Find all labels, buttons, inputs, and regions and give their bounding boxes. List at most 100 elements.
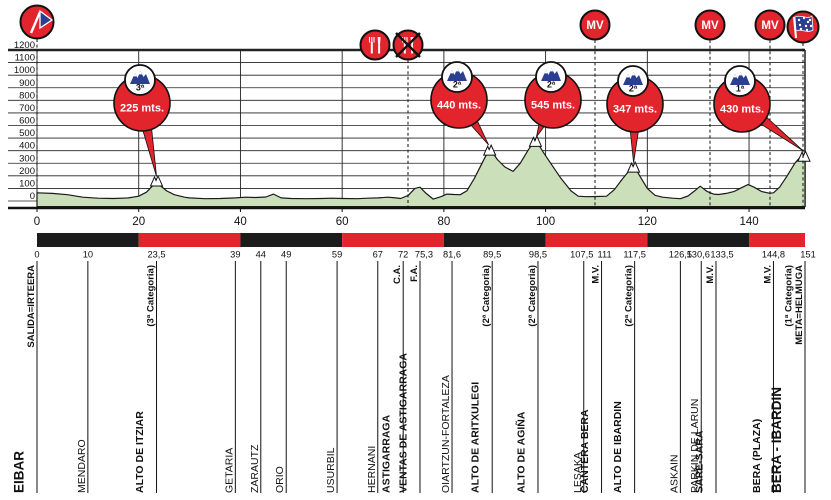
x-tick-label: 60: [336, 216, 349, 228]
location-sublabel: META=HELMUGA: [794, 265, 805, 345]
location-sublabel: M.V.: [705, 265, 716, 284]
feed-zone-icon: [359, 29, 391, 61]
km-label: 144,8: [762, 250, 785, 260]
y-tick-label: 100: [19, 178, 35, 189]
location-name: SARE-SARA: [693, 430, 705, 493]
x-tick-label: 100: [536, 216, 555, 228]
distance-bar-segment: [749, 233, 805, 247]
climb-balloon: 430 mts. 1ª: [713, 65, 804, 152]
location-name: HERNANI: [366, 446, 378, 493]
start-flag-icon: [19, 4, 55, 40]
x-tick-label: 140: [739, 216, 758, 228]
flag: [39, 9, 54, 30]
location-name: ALTO DE ITZIAR: [134, 411, 146, 493]
climb-balloon: 440 mts. 2ª: [430, 61, 490, 146]
location-name: USURBIL: [325, 447, 337, 493]
mv-label: MV: [761, 20, 779, 32]
location-name: EIBAR: [12, 451, 27, 493]
distance-bar-segment: [138, 233, 241, 247]
km-label: 49: [281, 250, 291, 260]
distance-bar-segment: [240, 233, 343, 247]
climb-balloon: 225 mts. 3ª: [113, 64, 171, 177]
location-name: ALTO DE AGIÑA: [514, 411, 527, 493]
distance-bar-segment: [647, 233, 750, 247]
location-sublabel: M.V.: [591, 265, 602, 284]
location-sublabel: (2ª Categoria): [481, 265, 492, 327]
location-name: ASKAIN: [668, 454, 680, 493]
flag-dot: [804, 24, 808, 28]
y-tick-label: 1000: [14, 65, 35, 76]
x-tick-label: 120: [638, 216, 657, 228]
location-sublabel: (3ª Categoria): [146, 265, 157, 327]
x-tick-label: 80: [437, 216, 450, 228]
flag-dot: [808, 18, 812, 22]
distance-bar-segment: [545, 233, 648, 247]
location-sublabel: C.A.: [392, 265, 403, 284]
climb-category-label: 1ª: [736, 84, 745, 94]
flag-dot: [802, 16, 806, 20]
km-label: 98,5: [529, 250, 547, 260]
snow-cap: [626, 72, 636, 78]
summit-marker: [797, 149, 811, 162]
x-tick-label: 20: [132, 216, 145, 228]
location-name: VENTAS DE ASTIGARRAGA: [397, 353, 409, 493]
y-tick-label: 500: [19, 128, 35, 139]
km-label: 67: [373, 250, 383, 260]
location-sublabel: SALIDA=IRTEERA: [26, 265, 37, 348]
location-name: LESAKA: [572, 452, 584, 493]
km-label: 39: [230, 250, 240, 260]
summit-marker: [149, 174, 164, 187]
snow-cap: [450, 68, 460, 74]
climb-elevation-label: 430 mts.: [720, 104, 764, 116]
km-label: 72: [398, 250, 408, 260]
location-name: MENDARO: [76, 439, 88, 493]
climb-category-label: 2ª: [453, 80, 462, 90]
km-label: 81,6: [443, 250, 461, 260]
distance-bar-segment: [443, 233, 546, 247]
feed-circle: [359, 29, 391, 61]
mv-icon: MV: [579, 9, 611, 41]
y-tick-label: 400: [19, 141, 35, 152]
mv-label: MV: [586, 20, 604, 32]
location-name: ASTIGARRAGA: [381, 414, 393, 493]
location-name: OIARTZUN-FORTALEZA: [440, 375, 452, 493]
y-tick-label: 0: [30, 191, 35, 202]
climb-elevation-label: 440 mts.: [437, 100, 481, 112]
mv-label: MV: [701, 20, 719, 32]
flag-pole: [29, 11, 42, 34]
cross-line: [395, 32, 421, 58]
y-tick-label: 300: [19, 153, 35, 164]
snow-cap: [544, 68, 554, 74]
feed-zone-end-icon: [392, 29, 424, 61]
location-sublabel: (2ª Categoria): [527, 265, 538, 327]
location-name: ALTO DE ARITXULEGI: [470, 382, 482, 493]
location-name: ALTO DE IBARDIN: [612, 401, 624, 493]
climb-category-label: 3ª: [136, 83, 145, 93]
flag-dot: [798, 23, 802, 27]
distance-bar-segment: [37, 233, 139, 247]
y-tick-label: 700: [19, 103, 35, 114]
summit-marker: [528, 135, 543, 147]
y-tick-label: 600: [19, 116, 35, 127]
y-tick-label: 1200: [14, 40, 35, 51]
distance-bar-segment: [342, 233, 444, 247]
climb-elevation-label: 225 mts.: [120, 103, 164, 115]
location-name: GETARIA: [223, 448, 235, 493]
elevation-profile: [36, 138, 806, 208]
summit-marker: [626, 160, 641, 173]
km-label: 111: [597, 250, 611, 260]
mv-icon: MV: [754, 9, 786, 41]
flag-dot: [799, 27, 803, 31]
location-sublabel: (1ª Categoria): [784, 265, 795, 327]
finish-flag-icon: [786, 10, 820, 44]
knife-blade: [377, 37, 381, 46]
location-name: BERA - IBARDIN: [769, 387, 784, 493]
x-tick-label: 0: [34, 216, 40, 228]
snow-cap: [733, 72, 743, 78]
flag-dot: [809, 24, 813, 28]
location-name: BERA (PLAZA): [751, 419, 763, 493]
y-tick-label: 800: [19, 90, 35, 101]
location-sublabel: (2ª Categoria): [624, 265, 635, 327]
